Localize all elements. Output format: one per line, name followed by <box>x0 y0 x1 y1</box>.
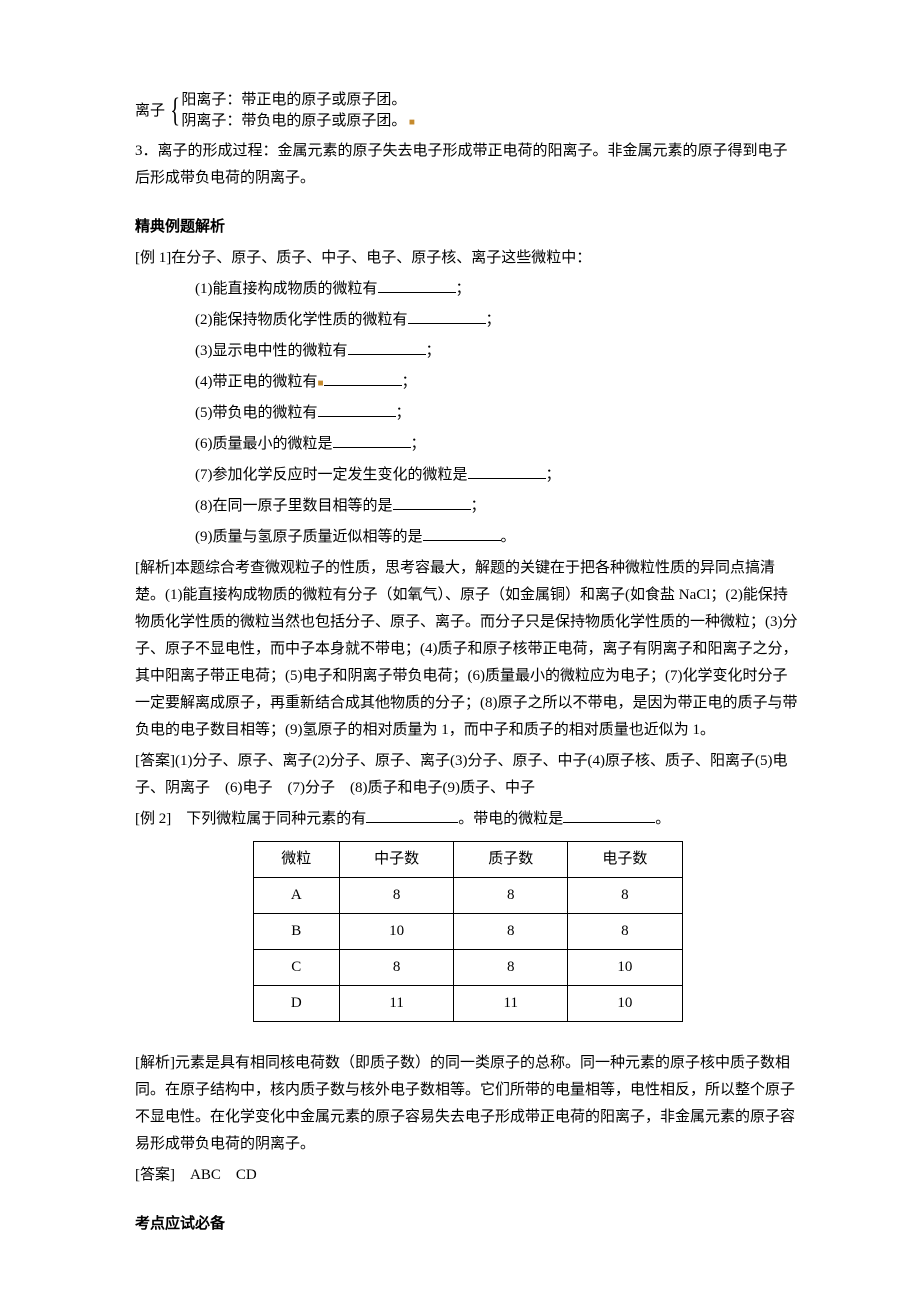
example-1-answer: [答案](1)分子、原子、离子(2)分子、原子、离子(3)分子、原子、中子(4)… <box>135 748 800 802</box>
table-row: B 10 8 8 <box>253 914 682 950</box>
ex1-q6: (6)质量最小的微粒是； <box>135 431 800 458</box>
table-row: A 8 8 8 <box>253 878 682 914</box>
ex1-q4: (4)带正电的微粒有■； <box>135 369 800 396</box>
blank-field <box>393 494 471 510</box>
th-protons: 质子数 <box>454 842 568 878</box>
blank-field <box>366 807 458 823</box>
ex1-q8: (8)在同一原子里数目相等的是； <box>135 493 800 520</box>
ex1-q3: (3)显示电中性的微粒有； <box>135 338 800 365</box>
spacer <box>135 1193 800 1211</box>
ex1-q5: (5)带负电的微粒有； <box>135 400 800 427</box>
brace-items: 阳离子：带正电的原子或原子团。 阴离子：带负电的原子或原子团。 ■ <box>181 90 415 132</box>
brace-item-cation: 阳离子：带正电的原子或原子团。 <box>181 90 415 111</box>
paragraph-3: 3．离子的形成过程：金属元素的原子失去电子形成带正电荷的阳离子。非金属元素的原子… <box>135 138 800 192</box>
dot-marker: ■ <box>406 117 415 128</box>
blank-field <box>348 339 426 355</box>
example-2-answer: [答案] ABC CD <box>135 1162 800 1189</box>
ex1-q1: (1)能直接构成物质的微粒有； <box>135 276 800 303</box>
spacer <box>135 196 800 214</box>
example-1-head: [例 1]在分子、原子、质子、中子、电子、原子核、离子这些微粒中： <box>135 245 800 272</box>
table-header-row: 微粒 中子数 质子数 电子数 <box>253 842 682 878</box>
th-electrons: 电子数 <box>568 842 682 878</box>
ion-brace-block: 离子 { 阳离子：带正电的原子或原子团。 阴离子：带负电的原子或原子团。 ■ <box>135 90 800 132</box>
brace-item-anion: 阴离子：带负电的原子或原子团。 ■ <box>181 111 415 132</box>
table-row: D 11 11 10 <box>253 986 682 1022</box>
ex1-q2: (2)能保持物质化学性质的微粒有； <box>135 307 800 334</box>
blank-field <box>423 525 501 541</box>
section-title-examples: 精典例题解析 <box>135 214 800 241</box>
brace-symbol: { <box>170 94 180 128</box>
blank-field <box>333 432 411 448</box>
table-row: C 8 8 10 <box>253 950 682 986</box>
blank-field <box>378 277 456 293</box>
document-page: 离子 { 阳离子：带正电的原子或原子团。 阴离子：带负电的原子或原子团。 ■ 3… <box>0 0 920 1302</box>
ex1-q9: (9)质量与氢原子质量近似相等的是。 <box>135 524 800 551</box>
example-2-head: [例 2] 下列微粒属于同种元素的有。带电的微粒是。 <box>135 806 800 833</box>
blank-field <box>563 807 655 823</box>
section-title-exam-prep: 考点应试必备 <box>135 1211 800 1238</box>
example-1-analysis: [解析]本题综合考查微观粒子的性质，思考容最大，解题的关键在于把各种微粒性质的异… <box>135 555 800 744</box>
blank-field <box>408 308 486 324</box>
brace-label: 离子 <box>135 98 167 125</box>
blank-field <box>318 401 396 417</box>
spacer <box>135 1032 800 1050</box>
ex1-q7: (7)参加化学反应时一定发生变化的微粒是； <box>135 462 800 489</box>
th-particle: 微粒 <box>253 842 340 878</box>
th-neutrons: 中子数 <box>340 842 454 878</box>
example-2-analysis: [解析]元素是具有相同核电荷数（即质子数）的同一类原子的总称。同一种元素的原子核… <box>135 1050 800 1158</box>
particle-table: 微粒 中子数 质子数 电子数 A 8 8 8 B 10 8 8 C 8 <box>253 841 683 1022</box>
blank-field <box>324 370 402 386</box>
blank-field <box>468 463 546 479</box>
